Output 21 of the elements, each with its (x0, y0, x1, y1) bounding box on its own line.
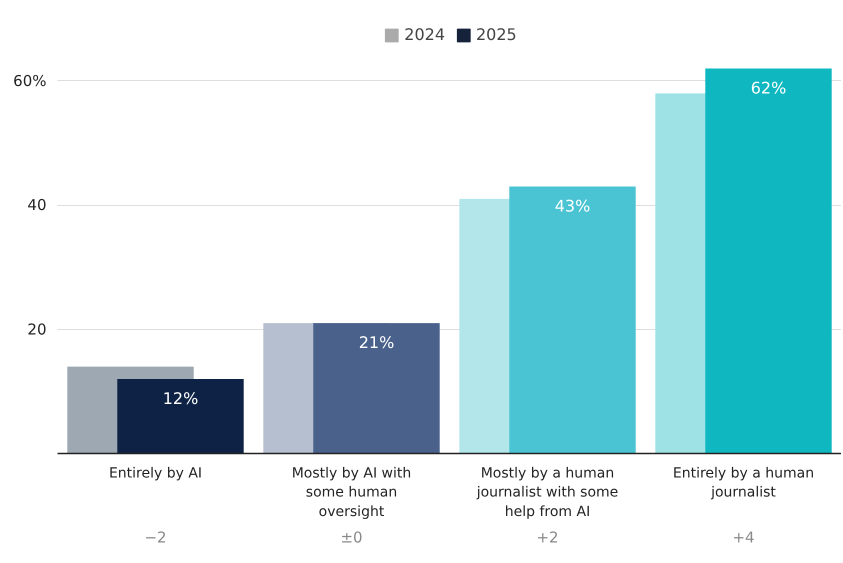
text: ±0 (340, 528, 363, 546)
text: −2 (144, 528, 167, 546)
x-tick-label: Entirely by AI (108, 466, 202, 482)
y-tick-label: 20 (27, 320, 47, 338)
data-label: 12% (162, 388, 198, 408)
legend-label: 2024 (404, 25, 445, 44)
x-tick-label: Mostly by a human journalist with some help from AI (476, 466, 618, 520)
y-tick-label: 40 (27, 196, 47, 214)
bar (117, 378, 244, 454)
bar (705, 68, 832, 454)
text: +2 (536, 528, 559, 546)
text: +4 (732, 528, 755, 546)
data-label: 21% (358, 333, 394, 352)
x-tick-label: Entirely by a human journalist (672, 466, 814, 501)
data-label: 62% (750, 78, 786, 98)
bar (313, 323, 440, 454)
data-label: 43% (554, 196, 590, 216)
x-tick-label: Mostly by AI with some human oversight (292, 466, 412, 520)
y-tick-label: 60% (13, 72, 47, 90)
bar (509, 186, 636, 454)
legend-label: 2025 (476, 25, 517, 44)
